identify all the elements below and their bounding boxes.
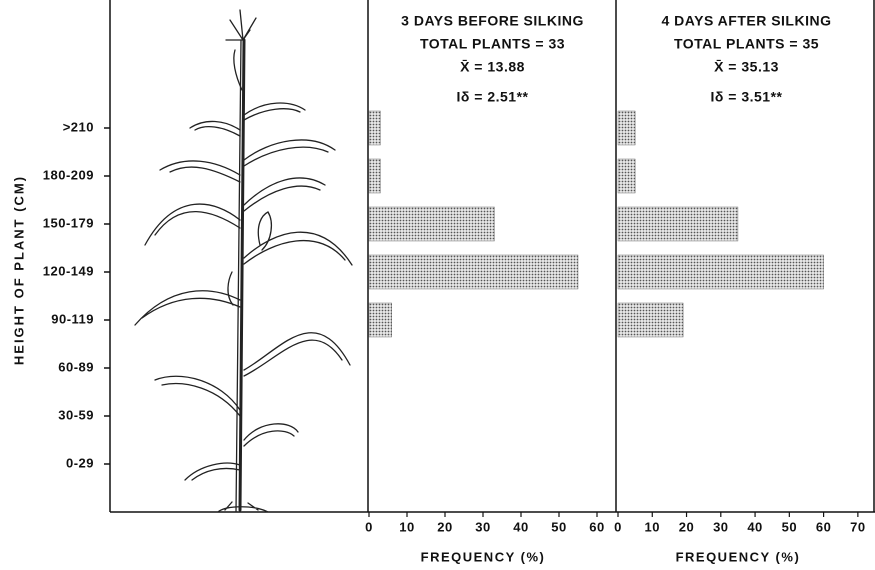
x-tick-label: 60 (589, 519, 604, 534)
panel-stat: X̄ = 13.88 (460, 58, 525, 75)
y-tick-label: 60-89 (58, 359, 94, 374)
x-tick-label: 50 (782, 519, 797, 534)
x-tick-label: 40 (513, 519, 528, 534)
bar (618, 159, 635, 193)
panel-stat: TOTAL PLANTS = 35 (674, 36, 819, 52)
y-tick-label: >210 (63, 119, 94, 134)
y-tick-label: 90-119 (51, 311, 94, 326)
x-tick-label: 70 (850, 519, 865, 534)
panel-stat: X̄ = 35.13 (714, 58, 779, 75)
y-axis-label: HEIGHT OF PLANT (CM) (11, 175, 26, 365)
x-axis-label: FREQUENCY (%) (421, 549, 546, 564)
x-tick-label: 30 (713, 519, 728, 534)
x-tick-label: 40 (747, 519, 762, 534)
panel-title: 4 DAYS AFTER SILKING (662, 13, 832, 29)
x-tick-label: 10 (645, 519, 660, 534)
x-tick-label: 0 (614, 519, 622, 534)
chart: HEIGHT OF PLANT (CM) 0-29 30-59 60-89 90-11… (0, 0, 875, 570)
x-tick-label: 10 (399, 519, 414, 534)
panel-stat: TOTAL PLANTS = 33 (420, 36, 565, 52)
bar (369, 159, 380, 193)
bar (369, 207, 494, 241)
y-tick-label: 30-59 (58, 407, 94, 422)
bar (369, 255, 578, 289)
panel-stat: Iδ = 2.51** (457, 89, 529, 105)
x-tick-label: 50 (551, 519, 566, 534)
plant-illustration (135, 10, 352, 512)
bar (618, 207, 738, 241)
bar (618, 255, 824, 289)
bar (369, 111, 380, 145)
panel-title: 3 DAYS BEFORE SILKING (401, 13, 584, 29)
panel-stat: Iδ = 3.51** (711, 89, 783, 105)
x-tick-label: 20 (679, 519, 694, 534)
bar (369, 303, 392, 337)
bar (618, 111, 635, 145)
y-tick-label: 120-149 (43, 263, 94, 278)
x-tick-label: 20 (437, 519, 452, 534)
y-tick-label: 180-209 (43, 167, 94, 182)
x-tick-label: 60 (816, 519, 831, 534)
bar (618, 303, 683, 337)
x-axis-label: FREQUENCY (%) (676, 549, 801, 564)
x-tick-label: 30 (475, 519, 490, 534)
x-tick-label: 0 (365, 519, 373, 534)
y-tick-label: 150-179 (43, 215, 94, 230)
y-tick-label: 0-29 (66, 455, 94, 470)
